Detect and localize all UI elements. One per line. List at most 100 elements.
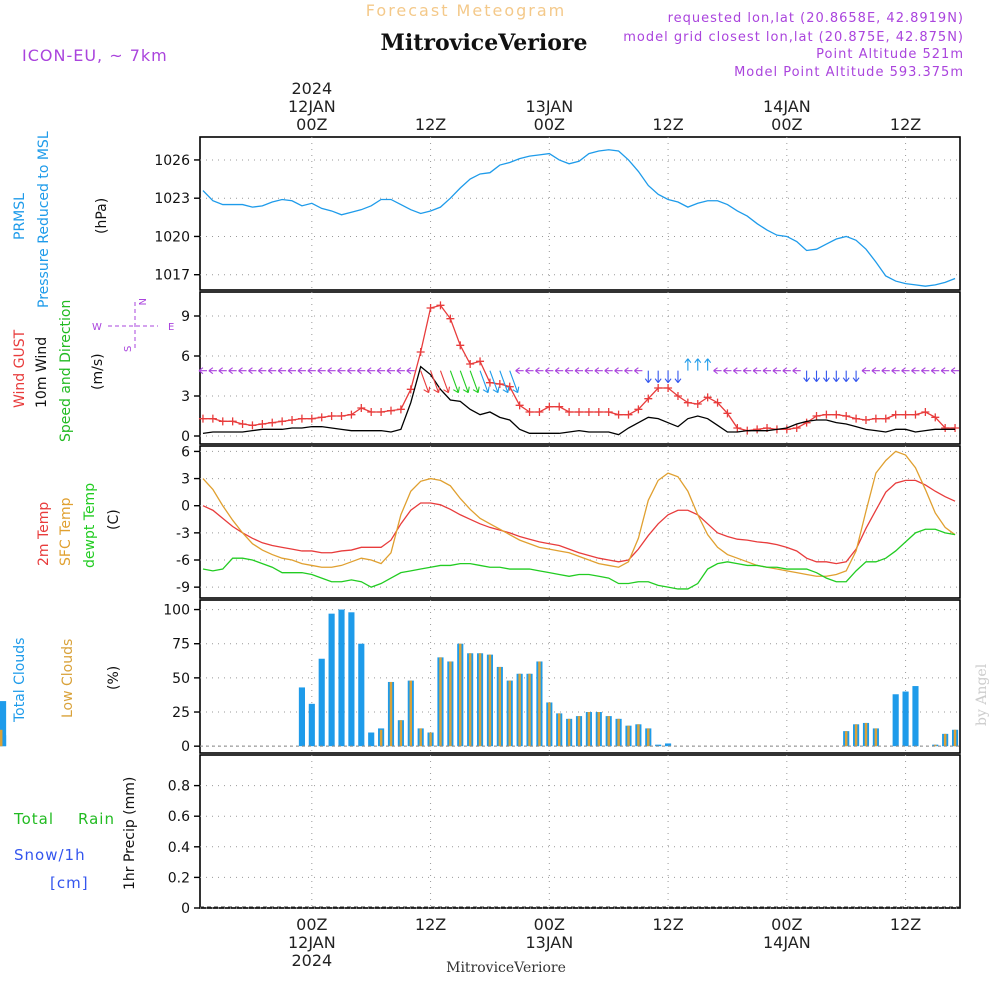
- precipitation-ytick-label: 0.6: [168, 809, 190, 825]
- clouds-frame: [199, 599, 961, 754]
- pressure-frame: [199, 136, 961, 291]
- gust-point: [683, 398, 692, 407]
- precipitation-ytick-label: 0.4: [168, 840, 190, 856]
- low-cloud-bar: [617, 718, 620, 747]
- wind-direction-label: Speed and Direction: [58, 300, 74, 442]
- total-cloud-bar: [338, 609, 345, 747]
- wind-direction-arrow: [258, 367, 267, 375]
- compass-e-label: E: [168, 322, 174, 333]
- gust-point: [228, 417, 237, 426]
- wind-direction-arrow: [674, 370, 682, 383]
- pressure-ytick-label: 1026: [154, 153, 190, 169]
- gust-point: [782, 425, 791, 434]
- low-cloud-bar: [647, 728, 650, 747]
- pressure-label-msl: Pressure Reduced to MSL: [36, 131, 52, 308]
- wind-direction-arrow: [930, 367, 940, 375]
- wind-direction-arrow: [644, 370, 652, 383]
- low-cloud-bar: [518, 673, 521, 747]
- low-cloud-bar: [389, 681, 393, 747]
- low-cloud-bar: [409, 680, 413, 747]
- gust-point: [673, 392, 682, 400]
- total-cloud-bar: [358, 643, 365, 747]
- wind-direction-arrow: [469, 370, 480, 394]
- total-cloud-bar: [912, 686, 919, 747]
- wind-direction-arrow: [327, 367, 336, 375]
- wind-direction-arrow: [723, 367, 732, 375]
- wind-direction-arrow: [634, 367, 643, 375]
- wind-direction-arrow: [277, 367, 287, 375]
- temperature-ytick-label: -9: [176, 580, 190, 596]
- point-altitude: Point Altitude 521m: [816, 47, 964, 62]
- wind-direction-arrow: [356, 367, 366, 375]
- wind-direction-arrow: [248, 367, 257, 375]
- gust-point: [584, 408, 593, 416]
- gust-point: [861, 416, 870, 424]
- gust-point: [852, 414, 861, 423]
- gust-point: [565, 408, 574, 416]
- wind-direction-arrow: [813, 370, 820, 382]
- wind-direction-arrow: [515, 367, 524, 375]
- gust-point: [594, 408, 603, 416]
- wind-direction-arrow: [554, 367, 564, 375]
- wind-direction-arrow: [594, 367, 603, 375]
- total-clouds-label: Total Clouds: [12, 638, 28, 723]
- gust-point: [466, 360, 475, 368]
- pressure-label-prmsl: PRMSL: [12, 193, 28, 240]
- wind-direction-arrow: [713, 367, 722, 375]
- wind-direction-arrow: [218, 367, 227, 375]
- gust-point: [396, 405, 405, 414]
- temperature-panel: -9 -6 -3 0 3 6: [176, 444, 961, 599]
- watermark: by Angel: [974, 663, 990, 726]
- requested-coordinates: requested lon,lat (20.8658E, 42.8919N): [668, 11, 964, 26]
- low-cloud-bar: [488, 654, 492, 747]
- gust-point: [337, 412, 346, 420]
- wind-direction-arrow: [337, 367, 346, 375]
- gust-point: [575, 408, 584, 416]
- low-cloud-bar: [379, 729, 383, 747]
- temp-unit: (C): [106, 509, 122, 530]
- low-cloud-bar: [557, 713, 561, 747]
- low-cloud-bar: [864, 722, 868, 747]
- bottom-axis-label: 12Z: [652, 915, 683, 934]
- bottom-axis-label: 14JAN: [763, 933, 811, 952]
- gust-point: [307, 414, 316, 423]
- precip-rain-label: Rain: [78, 810, 115, 828]
- wind-direction-arrow: [238, 367, 247, 375]
- wind-direction-arrow: [544, 367, 554, 375]
- gust-point: [733, 424, 742, 432]
- closest-coordinates: model grid closest lon,lat (20.875E, 42.…: [623, 30, 964, 45]
- top-axis-label: 2024: [291, 79, 332, 98]
- compass-w-label: W: [92, 322, 102, 333]
- wind-direction-arrow: [950, 367, 960, 375]
- precipitation-ytick-label: 0: [181, 901, 190, 917]
- temperature-frame: [199, 445, 961, 599]
- pressure-ytick-label: 1023: [154, 191, 190, 207]
- gust-point: [268, 418, 277, 427]
- wind-direction-arrow: [267, 367, 277, 375]
- pressure-ytick-label: 1020: [154, 229, 190, 245]
- total-cloud-bar: [368, 732, 375, 747]
- wind-direction-arrow: [376, 367, 386, 375]
- wind-direction-arrow: [803, 370, 811, 382]
- wind-frame: [199, 291, 961, 445]
- low-cloud-bar: [468, 653, 472, 747]
- gust-point: [792, 424, 801, 432]
- wind-unit: (m/s): [90, 353, 106, 390]
- low-cloud-bar: [399, 720, 403, 747]
- gust-point: [891, 410, 900, 419]
- gust-point: [377, 408, 386, 416]
- top-axis-label: 12Z: [890, 115, 921, 134]
- gust-point: [386, 406, 395, 415]
- compass-n-label: N: [136, 298, 147, 305]
- wind-direction-arrow: [871, 367, 880, 375]
- pressure-unit: (hPa): [94, 198, 110, 234]
- top-axis-label: 00Z: [296, 115, 327, 134]
- wind-direction-arrow: [449, 370, 460, 394]
- wind-direction-arrow: [228, 367, 237, 375]
- wind-direction-arrow: [479, 370, 490, 394]
- wind-direction-arrow: [198, 367, 207, 375]
- wind-ytick-label: 0: [181, 429, 190, 445]
- gust-point: [456, 341, 465, 350]
